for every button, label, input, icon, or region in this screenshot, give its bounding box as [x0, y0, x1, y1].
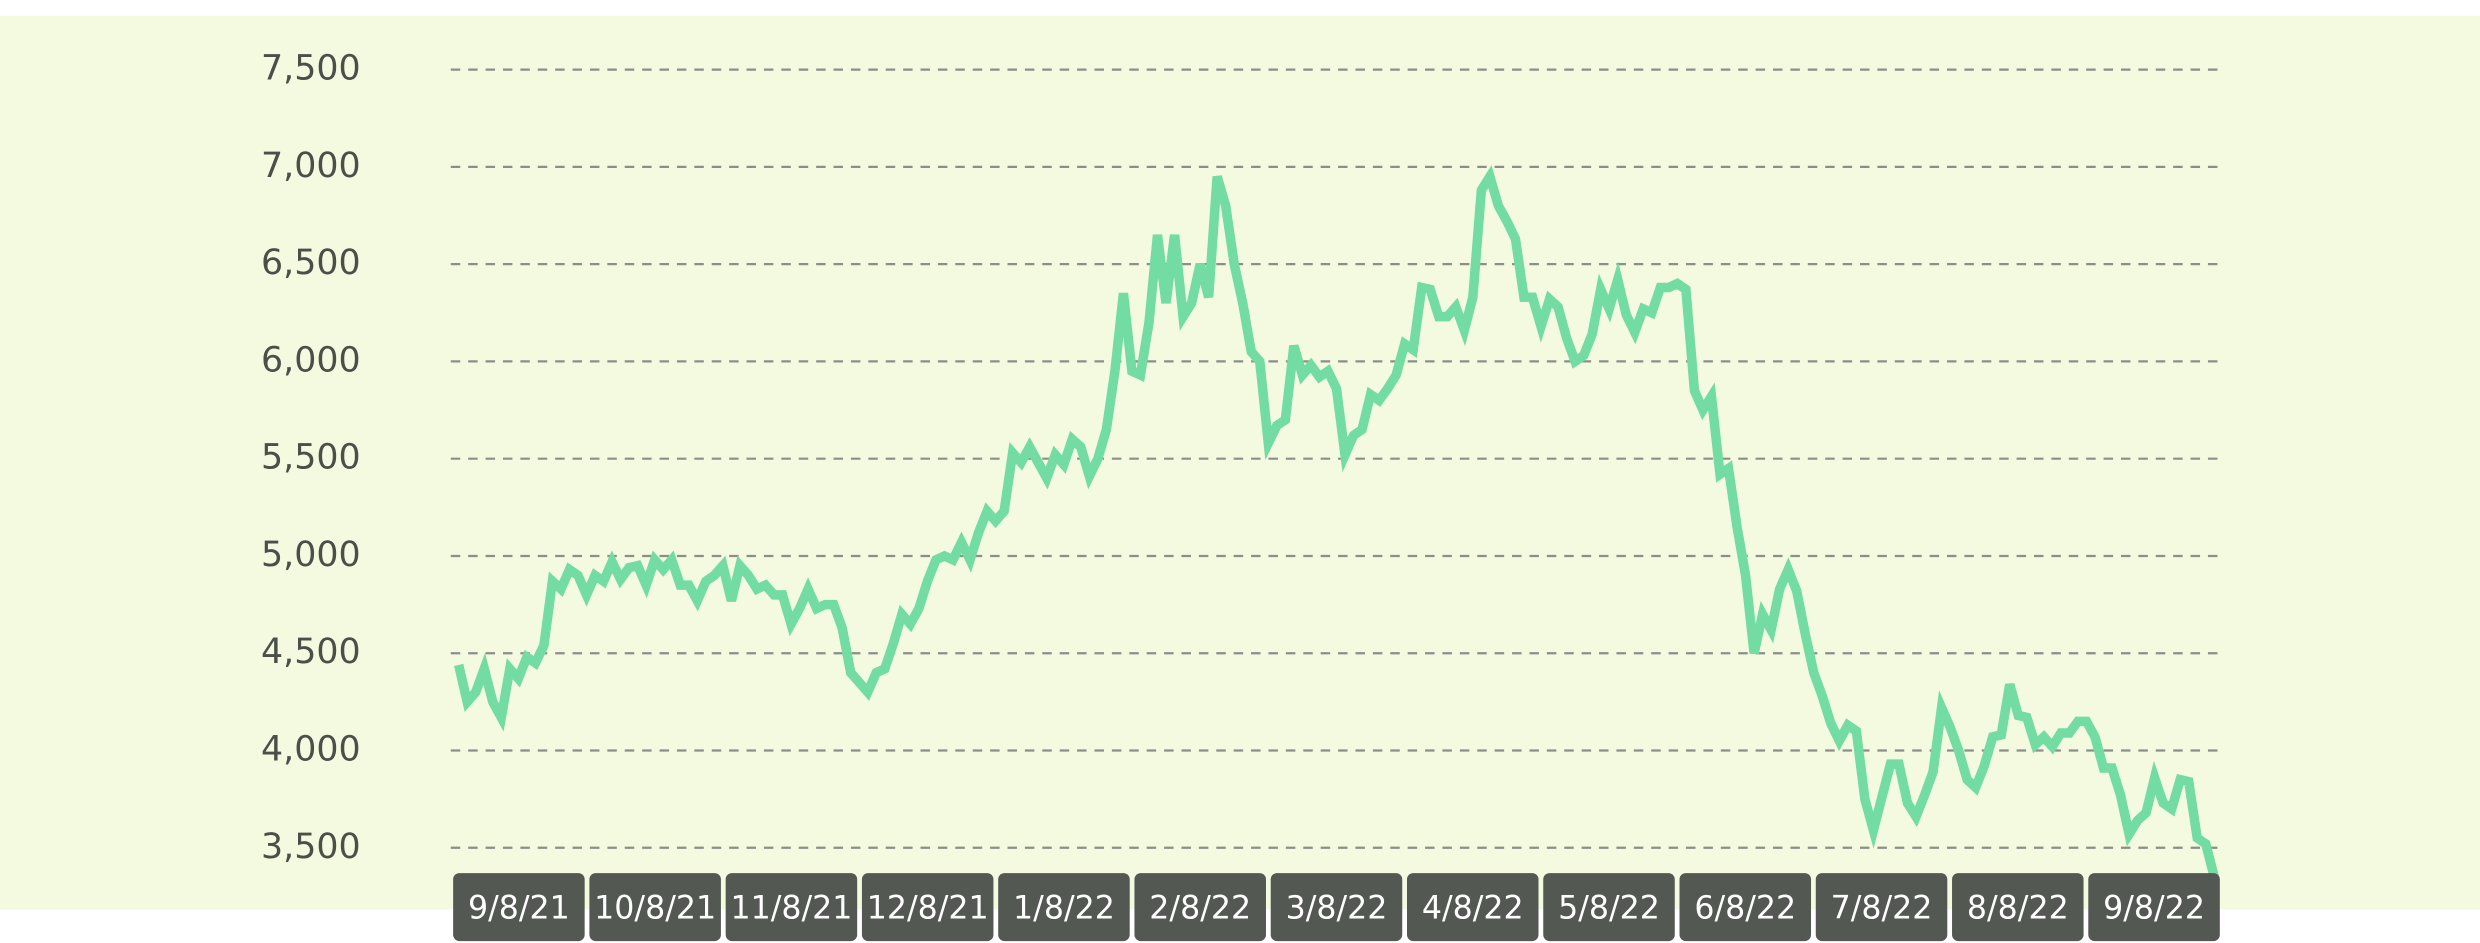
x-label-box [1952, 873, 2084, 942]
x-label-box [2088, 873, 2220, 942]
y-tick-label: 7,000 [261, 146, 361, 186]
plot-background [0, 15, 2480, 910]
y-tick-label: 5,500 [261, 438, 361, 478]
x-tick-label: 9/8/21 [468, 890, 570, 926]
x-tick-label: 9/8/22 [2103, 890, 2205, 926]
x-label-box [1270, 873, 1403, 942]
x-tick-label: 3/8/22 [1286, 890, 1388, 926]
y-tick-label: 7,500 [261, 49, 361, 89]
y-tick-label: 5,000 [261, 535, 361, 575]
x-tick-label: 12/8/21 [867, 890, 989, 926]
x-tick-label: 2/8/22 [1149, 890, 1251, 926]
x-label-box [1543, 873, 1675, 942]
y-tick-label: 3,500 [261, 827, 361, 867]
x-label-box [725, 873, 858, 942]
x-label-box [861, 873, 994, 942]
y-tick-label: 4,000 [261, 729, 361, 769]
x-tick-label: 4/8/22 [1422, 890, 1524, 926]
x-label-box [1134, 873, 1266, 942]
x-label-box [998, 873, 1130, 942]
x-label-box [589, 873, 721, 942]
x-tick-label: 11/8/21 [730, 890, 852, 926]
y-tick-label: 4,500 [261, 632, 361, 672]
x-tick-label: 1/8/22 [1013, 890, 1115, 926]
x-tick-label: 10/8/21 [594, 890, 716, 926]
x-label-box [1679, 873, 1812, 942]
x-label-box [453, 873, 585, 942]
x-tick-label: 5/8/22 [1558, 890, 1660, 926]
x-tick-label: 7/8/22 [1831, 890, 1933, 926]
y-tick-label: 6,000 [261, 340, 361, 380]
x-tick-label: 8/8/22 [1967, 890, 2069, 926]
x-label-box [1815, 873, 1948, 942]
x-label-box [1406, 873, 1539, 942]
x-tick-label: 6/8/22 [1694, 890, 1796, 926]
price-line [454, 165, 2219, 879]
y-tick-label: 6,500 [261, 243, 361, 283]
